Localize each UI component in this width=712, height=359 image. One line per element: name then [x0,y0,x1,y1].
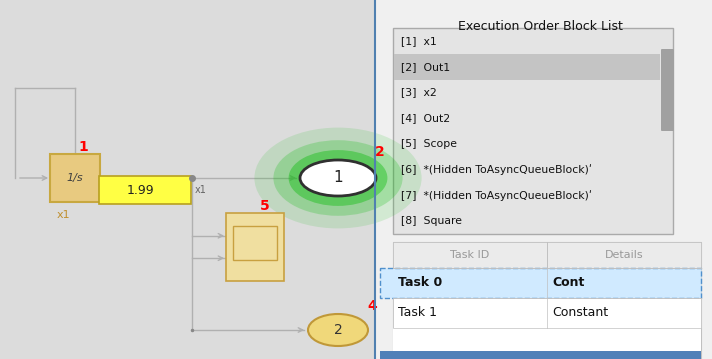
Text: 2: 2 [334,323,342,337]
Text: [2]  Out1: [2] Out1 [401,62,450,72]
Text: 4: 4 [367,299,377,313]
Text: Details: Details [604,250,644,260]
Ellipse shape [300,160,376,196]
Text: [3]  x2: [3] x2 [401,87,436,97]
Bar [393,298,701,328]
Text: Task 1: Task 1 [398,307,437,320]
Ellipse shape [288,150,387,206]
Bar [393,242,701,358]
Text: [6]  *(Hidden ToAsyncQueueBlock)ʹ: [6] *(Hidden ToAsyncQueueBlock)ʹ [401,164,592,175]
Text: [8]  Square: [8] Square [401,216,462,226]
FancyBboxPatch shape [661,49,674,131]
FancyBboxPatch shape [226,213,284,281]
Text: 2: 2 [375,145,385,159]
Ellipse shape [254,127,422,228]
Text: Cont: Cont [552,276,585,289]
Bar [393,328,701,358]
Text: 1/s: 1/s [67,173,83,183]
Bar [0,0,375,359]
Text: 5: 5 [260,199,270,213]
Bar [375,0,712,359]
Text: Task 0: Task 0 [398,276,442,289]
Bar [393,242,701,268]
Text: [4]  Out2: [4] Out2 [401,113,450,123]
Ellipse shape [308,314,368,346]
FancyBboxPatch shape [233,226,277,260]
Ellipse shape [273,140,402,216]
Bar [393,28,673,234]
Bar [380,351,701,359]
Text: 1.99: 1.99 [127,183,155,196]
Text: Task ID: Task ID [451,250,490,260]
Text: 1: 1 [333,171,342,186]
FancyBboxPatch shape [50,154,100,202]
Text: [7]  *(Hidden ToAsyncQueueBlock)ʹ: [7] *(Hidden ToAsyncQueueBlock)ʹ [401,190,592,201]
Text: Execution Order Block List: Execution Order Block List [458,20,622,33]
Bar [394,54,660,79]
FancyBboxPatch shape [99,176,191,204]
Text: [1]  x1: [1] x1 [401,36,436,46]
Text: x1: x1 [195,185,207,195]
Text: x1: x1 [56,210,70,220]
Text: [5]  Scope: [5] Scope [401,139,457,149]
Text: 1: 1 [78,140,88,154]
Text: Constant: Constant [552,307,608,320]
Bar [380,268,701,298]
